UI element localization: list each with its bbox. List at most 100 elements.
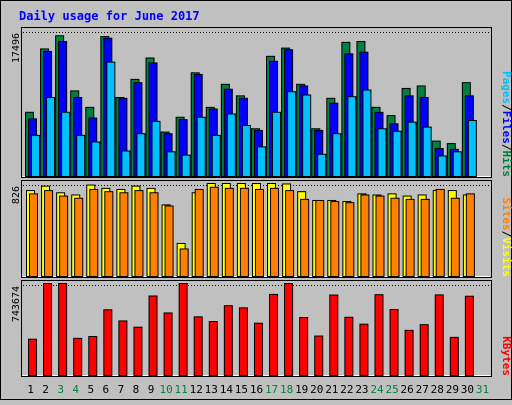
x-tick-label-day-13: 13	[205, 383, 218, 396]
bar-sites-day-8	[134, 190, 144, 277]
bar-kbytes-day-3	[58, 283, 68, 376]
bar-sites-day-2	[44, 190, 54, 277]
panel-max-label: 743674	[11, 286, 22, 322]
bar-pages-day-19	[302, 94, 312, 177]
bar-pages-day-5	[91, 141, 101, 177]
bar-pages-day-23	[362, 89, 372, 177]
x-tick-label-day-8: 8	[133, 383, 140, 396]
bar-sites-day-27	[420, 198, 430, 278]
bar-pages-day-9	[151, 120, 161, 177]
panel-max-label: 17496	[11, 33, 22, 63]
x-tick-label-day-6: 6	[103, 383, 110, 396]
bar-sites-day-1	[29, 193, 38, 277]
x-tick-label-day-24: 24	[370, 383, 384, 396]
bar-sites-day-3	[59, 195, 69, 278]
bar-sites-day-16	[254, 188, 264, 277]
bar-pages-day-8	[136, 133, 146, 177]
bar-kbytes-day-29	[449, 336, 459, 376]
bar-kbytes-day-28	[434, 294, 444, 377]
x-tick-label-day-25: 25	[385, 383, 398, 396]
legend-entry: /	[500, 144, 512, 151]
bar-sites-day-13	[209, 186, 219, 277]
x-axis-labels: 1 2 3 4 5 6 7 8 9 10 11 12 13 14 15 16 17 18 19 20 21 22 23 24 2…	[27, 383, 489, 396]
x-tick-label-day-20: 20	[310, 383, 323, 396]
bar-kbytes-day-20	[314, 335, 324, 377]
bar-pages-day-11	[181, 154, 191, 178]
x-tick-label-day-30: 30	[461, 383, 474, 396]
panel-frame	[21, 27, 492, 178]
bar-kbytes-day-7	[118, 320, 128, 377]
bar-sites-day-15	[239, 187, 249, 277]
bar-sites-day-26	[405, 198, 415, 278]
chart-title: Daily usage for June 2017	[19, 9, 200, 23]
legend-entry: KBytes	[500, 336, 512, 376]
bar-kbytes-day-6	[103, 309, 113, 377]
panel-kbytes: 743674	[11, 280, 492, 377]
bar-kbytes-day-16	[253, 322, 263, 376]
legend-entry: /	[500, 104, 512, 111]
bar-sites-day-17	[270, 187, 280, 277]
legend-kbytes: KBytes	[500, 336, 512, 376]
bar-pages-day-7	[121, 150, 131, 177]
bar-kbytes-day-22	[344, 316, 354, 376]
bar-pages-day-3	[61, 111, 71, 177]
chart-panels: 17496 826 743674	[11, 27, 492, 377]
bar-pages-day-15	[241, 124, 251, 177]
bar-sites-day-28	[435, 188, 445, 277]
bar-pages-day-18	[287, 91, 297, 177]
bar-sites-day-11	[179, 248, 189, 277]
panel-hits-files-pages: 17496	[11, 27, 492, 178]
x-tick-label-day-5: 5	[87, 383, 94, 396]
bar-kbytes-day-15	[238, 307, 248, 377]
x-tick-label-day-14: 14	[220, 383, 234, 396]
x-tick-label-day-18: 18	[280, 383, 293, 396]
x-tick-label-day-19: 19	[295, 383, 308, 396]
bar-pages-day-25	[392, 130, 402, 178]
bar-pages-day-17	[272, 111, 282, 177]
panel-visits-sites: 826	[11, 180, 492, 278]
legend-entry: Files	[500, 111, 512, 144]
bar-kbytes-day-14	[223, 305, 233, 377]
legend-visits-sites: Sites/Visits	[500, 198, 512, 278]
bar-kbytes-day-9	[148, 295, 158, 376]
bar-pages-day-2	[46, 96, 56, 177]
bar-pages-day-12	[196, 116, 206, 177]
bar-kbytes-day-21	[329, 294, 339, 376]
x-tick-label-day-26: 26	[401, 383, 414, 396]
bar-sites-day-12	[194, 188, 204, 277]
x-tick-label-day-11: 11	[175, 383, 188, 396]
bar-kbytes-day-17	[269, 293, 279, 376]
x-tick-label-day-28: 28	[431, 383, 444, 396]
bar-kbytes-day-8	[133, 326, 143, 376]
bar-kbytes-day-23	[359, 323, 369, 376]
bar-kbytes-day-19	[299, 317, 309, 376]
x-tick-label-day-2: 2	[42, 383, 49, 396]
bar-kbytes-day-1	[28, 338, 37, 376]
bar-sites-day-5	[89, 188, 99, 277]
x-tick-label-day-16: 16	[250, 383, 263, 396]
legend-entry: Visits	[500, 237, 512, 277]
x-tick-label-day-31: 31	[476, 383, 489, 396]
bar-pages-day-21	[332, 133, 342, 177]
bar-kbytes-day-27	[419, 324, 429, 376]
bar-sites-day-29	[450, 197, 460, 277]
legend-entry: /	[500, 231, 512, 238]
panel-frame	[21, 180, 492, 278]
x-tick-label-day-15: 15	[235, 383, 248, 396]
bar-pages-day-20	[317, 153, 327, 177]
legend-hits-files-pages: Pages/Files/Hits	[500, 71, 512, 177]
bar-pages-day-16	[256, 146, 266, 178]
bar-pages-day-27	[422, 126, 432, 178]
x-tick-label-day-1: 1	[27, 383, 34, 396]
bar-pages-day-30	[467, 120, 477, 177]
x-tick-label-day-7: 7	[118, 383, 125, 396]
bar-kbytes-day-18	[284, 283, 294, 376]
bar-sites-day-14	[224, 187, 234, 277]
bar-sites-day-6	[104, 191, 114, 277]
x-tick-label-day-23: 23	[355, 383, 368, 396]
legend-entry: Sites	[500, 198, 512, 231]
bar-sites-day-18	[285, 190, 295, 277]
bar-kbytes-day-5	[88, 336, 98, 376]
bar-pages-day-26	[407, 121, 417, 178]
